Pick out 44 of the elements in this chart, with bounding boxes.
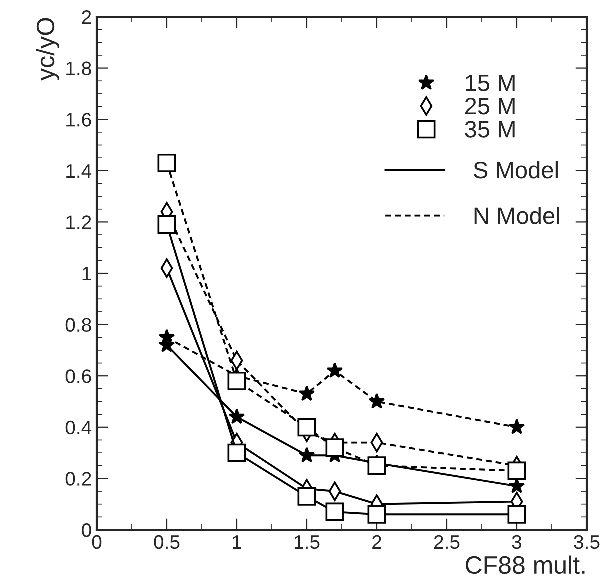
- y-tick-label: 1: [82, 267, 92, 281]
- legend-label: 25 M: [465, 98, 515, 115]
- annotation: N Model: [474, 206, 560, 224]
- point: [158, 154, 176, 172]
- point: [368, 393, 386, 409]
- y-tick-label: 1.4: [66, 164, 92, 178]
- x-tick-label: 3.5: [574, 535, 600, 550]
- x-tick-label: 2.5: [434, 535, 460, 550]
- point: [298, 386, 316, 402]
- point: [368, 505, 386, 524]
- point: [158, 216, 176, 234]
- point: [508, 505, 526, 524]
- y-tick-label: 0: [82, 523, 92, 538]
- y-tick-label: 0.4: [66, 420, 92, 435]
- x-tick-label: 1: [233, 536, 242, 549]
- point: [298, 487, 316, 506]
- y-tick-label: 1.8: [66, 62, 92, 76]
- point: [368, 456, 386, 476]
- point: [508, 462, 526, 480]
- point: [326, 502, 344, 522]
- point: [298, 447, 316, 463]
- y-axis-title: yc/yO: [36, 18, 60, 81]
- y-tick-label: 0.6: [66, 370, 92, 384]
- y-tick-label: 0.8: [66, 318, 92, 332]
- point: [508, 418, 526, 434]
- x-tick-label: 2: [372, 535, 382, 549]
- x-tick-label: 1.5: [294, 536, 320, 550]
- y-tick-label: 1.2: [66, 216, 92, 230]
- x-tick-label: 0: [92, 535, 102, 550]
- point: [298, 418, 316, 437]
- x-axis-title: CF88 mult.: [466, 556, 585, 574]
- y-tick-label: 2: [82, 10, 92, 24]
- point: [326, 438, 344, 458]
- x-tick-label: 0.5: [154, 535, 180, 550]
- legend-label: 15 M: [466, 75, 515, 92]
- y-tick-label: 1.6: [66, 113, 92, 127]
- annotation: S Model: [474, 161, 558, 179]
- x-tick-label: 3: [512, 535, 522, 550]
- legend-label: 35 M: [465, 121, 515, 138]
- point: [228, 408, 246, 424]
- y-tick-label: 0.2: [66, 472, 92, 486]
- point: [326, 362, 344, 378]
- point: [228, 372, 246, 390]
- point: [228, 444, 246, 462]
